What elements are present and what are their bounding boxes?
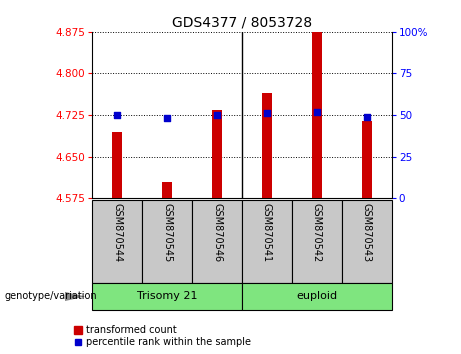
Point <box>313 109 321 115</box>
Bar <box>242 283 392 310</box>
Point <box>113 112 121 118</box>
Bar <box>312 32 322 198</box>
Bar <box>92 283 242 310</box>
Bar <box>142 200 192 283</box>
Text: euploid: euploid <box>296 291 337 302</box>
Bar <box>362 121 372 198</box>
Polygon shape <box>65 292 85 301</box>
Bar <box>262 93 272 198</box>
Point <box>163 115 171 121</box>
Text: GSM870546: GSM870546 <box>212 202 222 262</box>
Text: GSM870543: GSM870543 <box>362 202 372 262</box>
Bar <box>212 109 222 198</box>
Bar <box>292 200 342 283</box>
Point <box>363 114 371 120</box>
Text: genotype/variation: genotype/variation <box>5 291 97 302</box>
Text: Trisomy 21: Trisomy 21 <box>137 291 197 302</box>
Title: GDS4377 / 8053728: GDS4377 / 8053728 <box>172 15 312 29</box>
Bar <box>242 200 292 283</box>
Text: GSM870544: GSM870544 <box>112 202 122 262</box>
Text: GSM870545: GSM870545 <box>162 202 172 262</box>
Point <box>213 112 221 118</box>
Point <box>263 110 271 116</box>
Bar <box>92 200 142 283</box>
Bar <box>192 200 242 283</box>
Bar <box>112 132 122 198</box>
Bar <box>162 182 172 198</box>
Text: GSM870541: GSM870541 <box>262 202 272 262</box>
Bar <box>342 200 392 283</box>
Legend: transformed count, percentile rank within the sample: transformed count, percentile rank withi… <box>74 325 251 347</box>
Text: GSM870542: GSM870542 <box>312 202 322 262</box>
